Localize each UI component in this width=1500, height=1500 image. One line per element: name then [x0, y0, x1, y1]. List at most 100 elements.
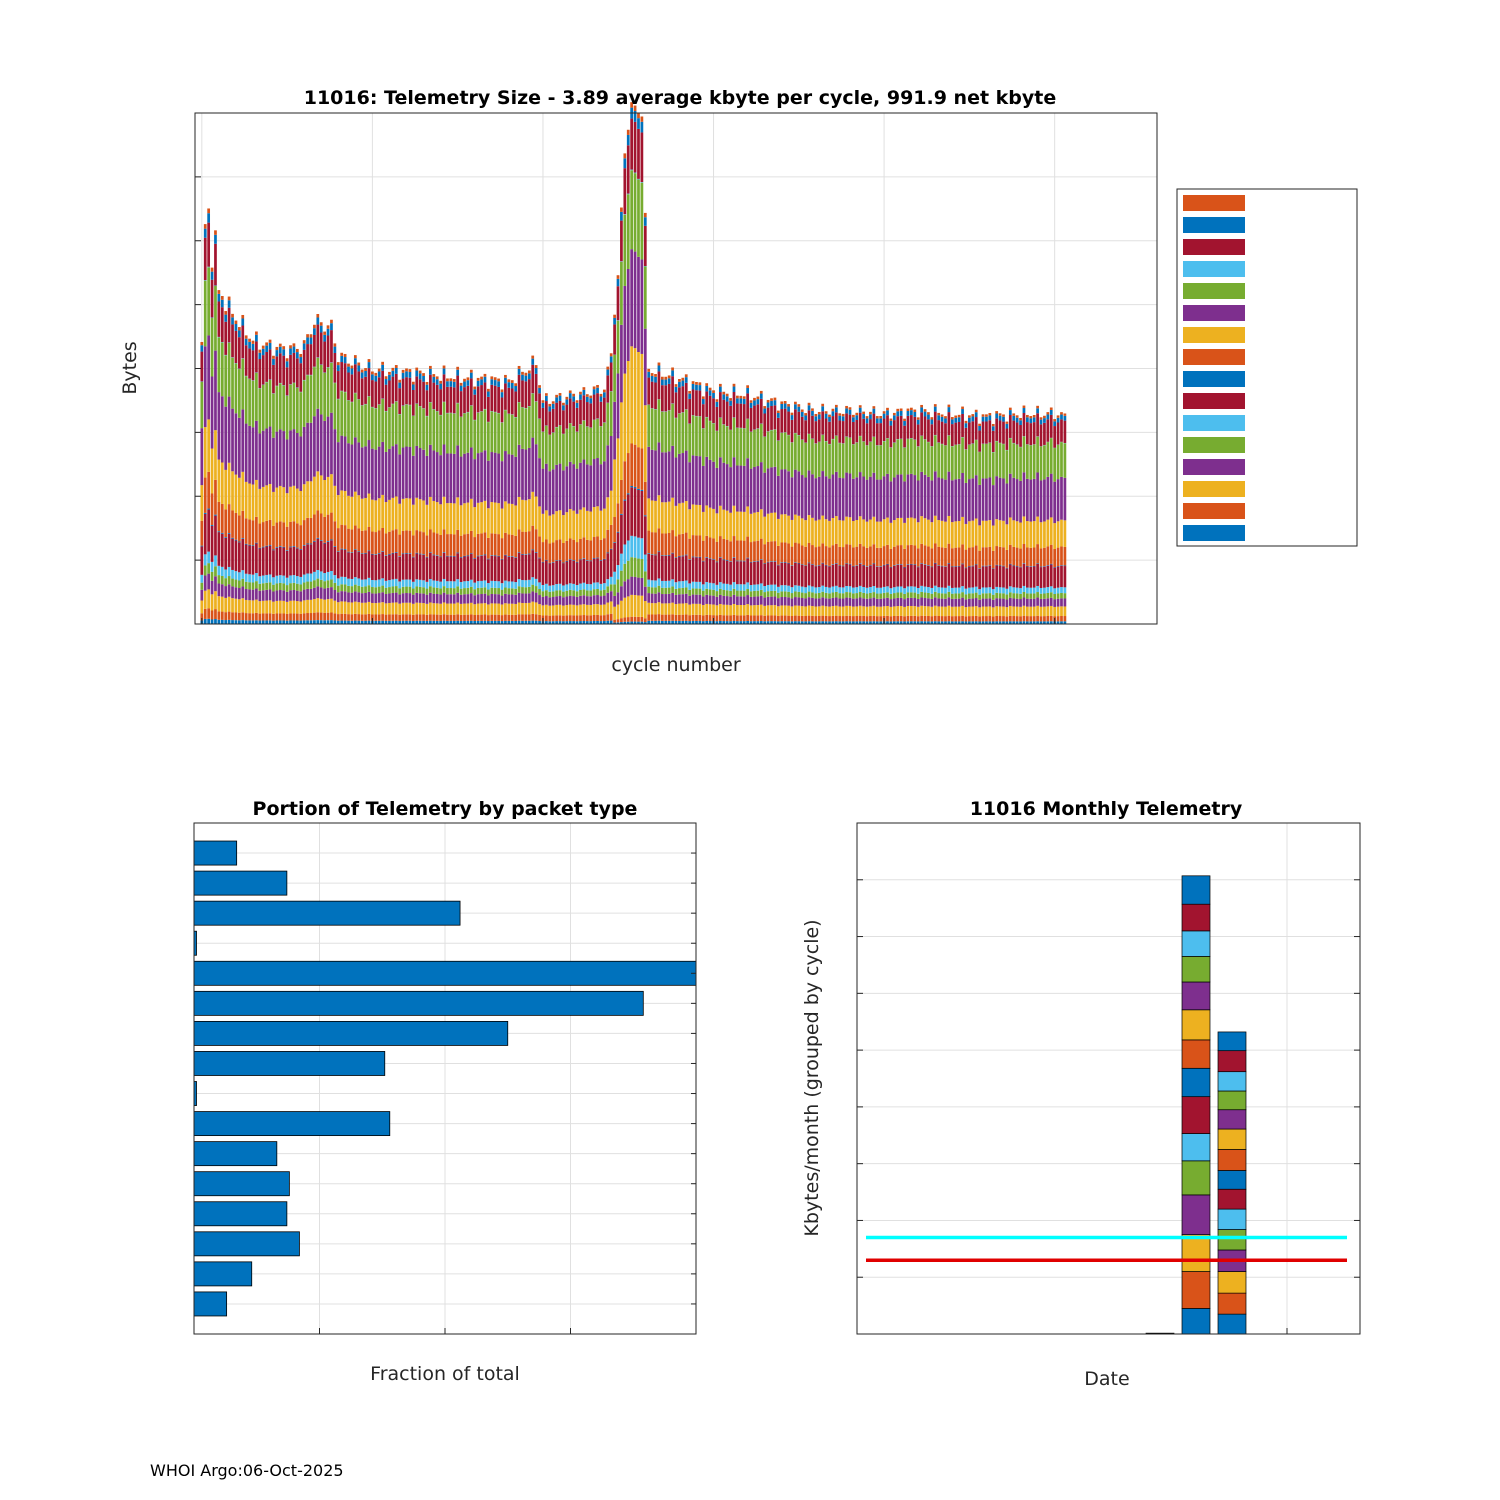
- top-bar-segment: [954, 415, 958, 418]
- top-bar-segment: [626, 579, 630, 597]
- top-bar-segment: [323, 581, 326, 589]
- top-bar-segment: [319, 364, 323, 415]
- top-bar-segment: [834, 605, 838, 616]
- top-bar-segment: [548, 591, 552, 598]
- top-bar-segment: [1026, 616, 1029, 622]
- top-bar-segment: [616, 604, 620, 620]
- top-bar-segment: [957, 616, 961, 622]
- top-bar-segment: [480, 385, 483, 412]
- top-bar-segment: [384, 593, 388, 604]
- legend-swatch: [1183, 261, 1245, 277]
- top-bar-segment: [244, 335, 248, 339]
- top-bar-segment: [1002, 621, 1005, 624]
- top-bar-segment: [388, 407, 391, 449]
- top-bar-segment: [991, 599, 995, 608]
- top-bar-segment: [920, 621, 923, 624]
- top-bar-segment: [371, 380, 374, 407]
- top-bar-segment: [736, 398, 739, 404]
- top-bar-segment: [978, 607, 981, 617]
- top-bar-segment: [811, 438, 814, 475]
- top-bar-segment: [923, 586, 927, 593]
- top-bar-segment: [701, 584, 705, 591]
- top-bar-segment: [657, 585, 661, 593]
- top-bar-segment: [374, 381, 378, 409]
- top-bar-segment: [705, 594, 709, 604]
- top-bar-segment: [469, 553, 473, 555]
- top-bar-segment: [442, 374, 446, 402]
- legend-swatch: [1183, 239, 1245, 255]
- top-bar-segment: [797, 515, 801, 544]
- top-bar-segment: [712, 390, 715, 393]
- top-bar-segment: [480, 603, 483, 615]
- top-bar-segment: [654, 532, 657, 555]
- top-bar-segment: [862, 414, 865, 419]
- top-bar-segment: [241, 578, 245, 587]
- top-bar-segment: [756, 404, 760, 429]
- top-bar-segment: [302, 574, 306, 583]
- top-bar-segment: [695, 557, 698, 582]
- top-bar-segment: [241, 409, 245, 472]
- top-bar-segment: [879, 593, 883, 599]
- top-bar-segment: [855, 565, 859, 588]
- top-bar-segment: [862, 565, 865, 587]
- top-bar-segment: [620, 586, 623, 601]
- top-bar-segment: [1046, 442, 1050, 477]
- top-bar-segment: [473, 459, 477, 508]
- top-bar-segment: [797, 591, 801, 598]
- top-bar-segment: [831, 439, 835, 475]
- top-bar-segment: [602, 589, 606, 596]
- top-bar-segment: [968, 422, 971, 445]
- top-bar-segment: [770, 467, 773, 513]
- top-bar-segment: [272, 364, 275, 394]
- top-bar-segment: [343, 392, 347, 437]
- top-bar-segment: [609, 548, 613, 550]
- top-bar-segment: [227, 619, 231, 624]
- top-bar-segment: [302, 484, 306, 521]
- top-bar-segment: [1049, 605, 1053, 616]
- top-bar-segment: [701, 561, 705, 585]
- top-bar-segment: [995, 586, 999, 593]
- top-bar-segment: [1036, 592, 1039, 598]
- top-bar-segment: [504, 620, 507, 624]
- top-bar-segment: [497, 594, 500, 604]
- top-bar-segment: [487, 615, 490, 622]
- top-bar-segment: [1036, 405, 1039, 409]
- top-bar-segment: [995, 606, 999, 616]
- top-bar-segment: [313, 571, 316, 581]
- top-bar-segment: [268, 620, 272, 624]
- top-bar-segment: [449, 555, 453, 557]
- top-bar-segment: [910, 410, 913, 416]
- top-bar-segment: [323, 420, 326, 481]
- top-bar-segment: [995, 621, 999, 624]
- top-bar-segment: [995, 476, 999, 520]
- top-bar-segment: [964, 523, 968, 550]
- top-bar-segment: [845, 405, 848, 409]
- top-bar-segment: [1008, 544, 1012, 564]
- top-bar-segment: [313, 540, 316, 542]
- top-bar-segment: [538, 620, 541, 624]
- top-bar-segment: [701, 596, 705, 606]
- top-bar-segment: [794, 409, 797, 433]
- top-bar-segment: [797, 605, 801, 616]
- top-bar-segment: [701, 404, 705, 429]
- top-bar-segment: [480, 614, 483, 621]
- top-bar-segment: [425, 504, 429, 536]
- top-bar-segment: [862, 519, 865, 547]
- top-bar-segment: [954, 479, 958, 522]
- top-bar-segment: [783, 596, 787, 606]
- top-bar-segment: [640, 577, 644, 596]
- top-bar-segment: [388, 371, 391, 375]
- top-bar-segment: [852, 444, 855, 479]
- top-bar-segment: [804, 415, 807, 421]
- top-bar-segment: [435, 620, 439, 624]
- top-bar-segment: [1002, 616, 1005, 622]
- top-bar-segment: [487, 422, 490, 461]
- top-bar-segment: [664, 385, 668, 412]
- top-bar-segment: [671, 403, 674, 446]
- top-bar-segment: [974, 545, 978, 565]
- top-bar-segment: [660, 555, 664, 556]
- top-bar-segment: [480, 587, 483, 595]
- top-bar-segment: [1043, 547, 1046, 567]
- top-bar-segment: [688, 538, 692, 560]
- top-bar-segment: [391, 586, 395, 593]
